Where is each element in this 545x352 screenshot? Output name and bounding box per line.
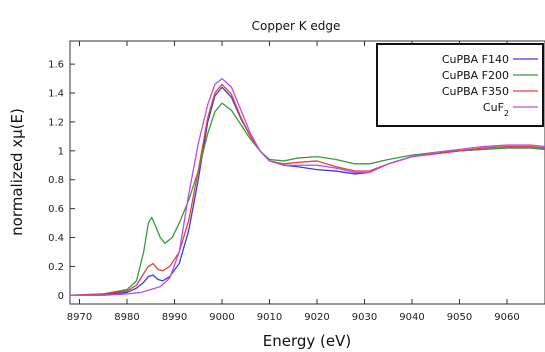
x-tick-label: 9040 [399,312,424,323]
y-tick-label: 1.2 [48,117,64,128]
y-tick-label: 0.6 [48,204,64,215]
plot-frame [69,40,545,305]
y-tick-label: 0.2 [48,262,64,273]
x-tick-label: 9010 [257,312,282,323]
legend-label-cuf2: CuF2 [483,101,509,118]
x-tick-label: 9030 [352,312,377,323]
x-tick-label: 9060 [494,312,519,323]
legend: CuPBA F140 CuPBA F200 CuPBA F350 CuF2 [376,43,544,127]
y-tick-label: 1.6 [48,60,64,71]
legend-entries: CuPBA F140 CuPBA F200 CuPBA F350 CuF2 [442,53,538,118]
y-tick-label: 1 [58,146,64,157]
y-axis-label: normalized xμ(E) [8,108,26,236]
series-line-cuf2 [70,77,545,296]
legend-label-main: CuPBA F350 [442,85,509,98]
legend-label-main: CuF [483,101,504,114]
series-lines [70,77,545,296]
legend-label-main: CuPBA F140 [442,53,509,66]
plot-area: 8970 8980 8990 9000 9010 9020 9030 9040 9050 9060… [48,40,545,323]
legend-label-cupba-f200: CuPBA F200 [442,69,509,82]
x-tick-label: 9020 [304,312,329,323]
y-tick-label: 0.4 [48,233,64,244]
y-tick-label: 0.8 [48,175,64,186]
legend-label-cupba-f350: CuPBA F350 [442,85,509,98]
x-tick-label: 8970 [67,312,92,323]
y-tick-label: 1.4 [48,89,64,100]
legend-box [376,43,544,127]
x-axis-ticks: 8970 8980 8990 9000 9010 9020 9030 9040 9050 9060 [67,41,520,323]
x-tick-label: 8980 [114,312,139,323]
chart-title: Copper K edge [252,19,341,33]
y-tick-label: 0 [58,291,64,302]
legend-label-main: CuPBA F200 [442,69,509,82]
y-axis-ticks: 0 0.2 0.4 0.6 0.8 1 1.2 1.4 1.6 [48,60,75,302]
series-line-cupba-f200 [70,102,545,296]
legend-label-cupba-f140: CuPBA F140 [442,53,509,66]
x-tick-label: 9000 [209,312,234,323]
x-tick-label: 9050 [447,312,472,323]
x-axis-label: Energy (eV) [263,332,351,350]
legend-label-subscript: 2 [504,109,509,118]
x-tick-label: 8990 [162,312,187,323]
